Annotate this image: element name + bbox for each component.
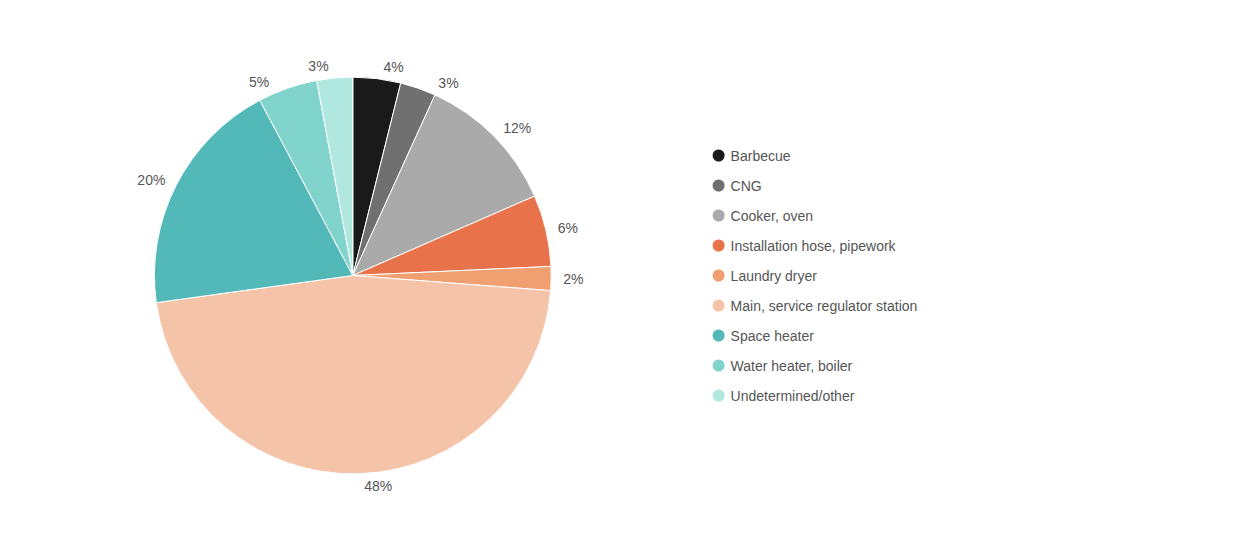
svg-text:3%: 3%	[438, 75, 458, 91]
svg-text:Barbecue: Barbecue	[731, 148, 791, 164]
svg-text:48%: 48%	[364, 478, 392, 494]
svg-text:Undetermined/other: Undetermined/other	[731, 388, 855, 404]
svg-text:12%: 12%	[503, 120, 531, 136]
svg-text:Space heater: Space heater	[731, 328, 815, 344]
svg-text:3%: 3%	[308, 58, 328, 74]
svg-text:4%: 4%	[383, 59, 403, 75]
svg-text:Water heater, boiler: Water heater, boiler	[731, 358, 853, 374]
svg-text:Laundry dryer: Laundry dryer	[731, 268, 818, 284]
svg-text:Main, service regulator statio: Main, service regulator station	[731, 298, 918, 314]
svg-text:20%: 20%	[137, 172, 165, 188]
svg-text:Cooker, oven: Cooker, oven	[731, 208, 814, 224]
svg-text:Installation hose, pipework: Installation hose, pipework	[731, 238, 897, 254]
svg-text:5%: 5%	[249, 74, 269, 90]
svg-text:2%: 2%	[563, 271, 583, 287]
svg-text:CNG: CNG	[731, 178, 762, 194]
svg-text:6%: 6%	[558, 220, 578, 236]
